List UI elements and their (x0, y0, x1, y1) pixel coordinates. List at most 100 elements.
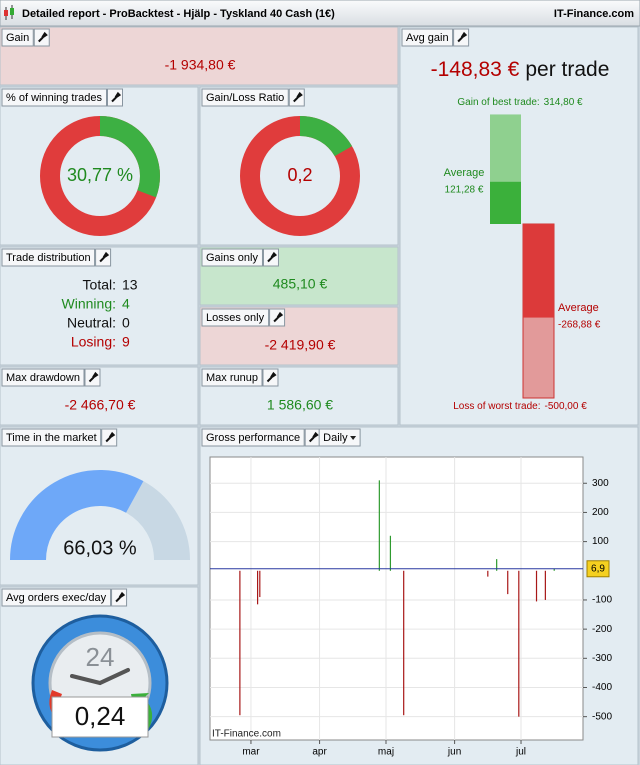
value: -2 419,90 € (265, 337, 336, 353)
panel-label: Max runup (206, 372, 258, 384)
value: -1 934,80 € (165, 57, 236, 73)
avg-gain-value: -148,83 € (431, 58, 520, 81)
bar (256, 570, 259, 605)
y-tick-label: 200 (592, 507, 609, 518)
panel (0, 26, 399, 86)
brand: IT-Finance.com (554, 8, 634, 20)
panel-label: Max drawdown (6, 372, 80, 384)
wrench-icon (105, 431, 116, 443)
wrench-icon (115, 591, 126, 603)
title-bar (0, 0, 640, 27)
settings-button[interactable] (269, 308, 286, 327)
wrench-icon (293, 91, 303, 103)
settings-button[interactable] (33, 28, 50, 47)
distribution-value: 4 (122, 296, 130, 312)
panel-label: Avg orders exec/day (6, 592, 107, 604)
panel-label: Gain (6, 32, 29, 44)
average-gain-bar (490, 181, 521, 224)
settings-button[interactable] (262, 368, 279, 387)
panel (0, 246, 199, 366)
last-value-box (586, 560, 610, 578)
settings-button[interactable] (111, 588, 128, 607)
value: 1 586,60 € (267, 397, 333, 413)
bar (544, 570, 546, 600)
value-box (51, 696, 149, 738)
bar (496, 559, 498, 571)
value: 30,77 % (67, 165, 133, 185)
window-title: Detailed report - ProBacktest - Hjälp - … (22, 8, 335, 20)
settings-button[interactable] (106, 88, 123, 107)
trade-label: Loss of worst trade: -500,00 € (453, 401, 587, 412)
panel-label: Gain/Loss Ratio (206, 92, 284, 104)
wrench-icon (273, 311, 284, 323)
panel-label: % of winning trades (6, 92, 102, 104)
panel-label-box (1, 588, 112, 607)
panel-label-box (201, 248, 263, 267)
wrench-icon (88, 371, 99, 383)
wrench-icon (99, 251, 110, 263)
settings-button[interactable] (95, 248, 112, 267)
wrench-icon (457, 31, 468, 43)
distribution-value: 9 (122, 334, 130, 350)
average-label: Average (558, 302, 599, 314)
bar (553, 568, 555, 571)
y-tick-label: -100 (592, 595, 612, 606)
bar (487, 570, 489, 577)
settings-button[interactable] (304, 428, 321, 447)
distribution-label: Total: (83, 277, 116, 293)
clock-hands (70, 668, 130, 685)
period-dropdown[interactable]: Daily (318, 428, 361, 447)
distribution-label: Winning: (62, 296, 116, 312)
y-tick-label: -300 (592, 653, 612, 664)
x-tick-label: maj (378, 747, 394, 758)
donut-segment (240, 116, 360, 236)
period-box[interactable] (318, 428, 361, 447)
trade-label: Gain of best trade: 314,80 € (457, 97, 583, 108)
y-tick-label: 100 (592, 536, 609, 547)
settings-button[interactable] (84, 368, 101, 387)
panel-label: Gross performance (206, 432, 300, 444)
bar (507, 570, 509, 595)
app-icon (4, 5, 14, 20)
distribution-value: 13 (122, 277, 138, 293)
last-value-label: 6,9 (591, 563, 605, 574)
y-tick-label: -200 (592, 624, 612, 635)
dropdown-arrow[interactable] (350, 436, 357, 440)
trade-label-text: Loss of worst trade: (453, 401, 540, 412)
x-tick-label: apr (312, 747, 327, 758)
average-label: Average (444, 167, 485, 179)
y-tick-label: -500 (592, 711, 612, 722)
value: 485,10 € (273, 276, 328, 292)
y-tick-label: -400 (592, 682, 612, 693)
distribution-label: Neutral: (67, 315, 116, 331)
gauge-value (10, 470, 144, 561)
bar (403, 570, 405, 716)
trade-label-value: -500,00 € (545, 401, 588, 412)
value: 66,03 % (63, 537, 137, 559)
distribution-label: Losing: (71, 334, 116, 350)
avg-gain-unit: per trade (525, 58, 609, 81)
bar (378, 480, 380, 571)
settings-button[interactable] (288, 88, 305, 107)
avg-gain-headline: -148,83 € per trade (431, 58, 610, 81)
settings-button[interactable] (101, 428, 118, 447)
settings-button[interactable] (262, 248, 279, 267)
wrench-icon (266, 371, 277, 383)
bar (535, 570, 538, 602)
panel-label: Gains only (206, 252, 258, 264)
orders-value: 0,24 (75, 701, 126, 731)
settings-button[interactable] (453, 28, 470, 47)
average-value: 121,28 € (445, 185, 484, 196)
panel-label-box (1, 248, 96, 267)
period-label[interactable]: Daily (323, 432, 348, 444)
bar (389, 535, 392, 571)
value: 0,2 (287, 165, 312, 185)
panel (199, 246, 399, 306)
wrench-icon (38, 31, 48, 43)
panel-label: Losses only (206, 312, 265, 324)
y-tick-label: 300 (592, 478, 609, 489)
panel-label-box (201, 308, 270, 327)
average-loss-bar (523, 224, 554, 318)
panel (399, 26, 639, 426)
